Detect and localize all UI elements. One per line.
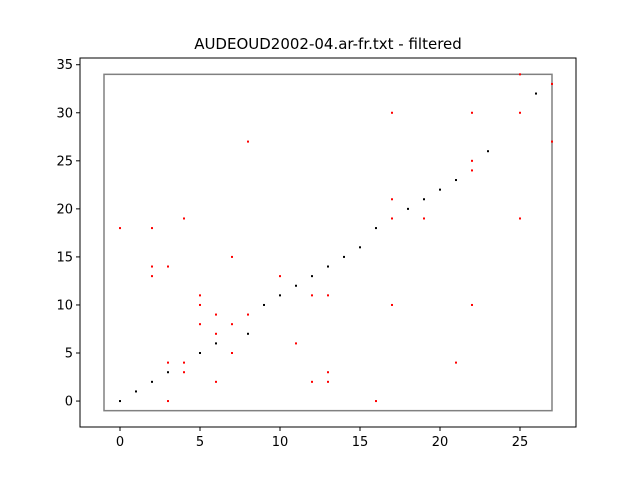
data-point xyxy=(215,332,217,335)
data-point xyxy=(215,380,217,383)
data-point xyxy=(167,400,169,403)
data-point xyxy=(231,323,233,326)
data-point xyxy=(151,265,153,268)
data-point xyxy=(375,227,377,230)
data-point xyxy=(279,294,281,297)
data-point xyxy=(199,352,201,355)
x-tick-label: 20 xyxy=(432,435,449,450)
data-point xyxy=(311,380,313,383)
y-tick-label: 25 xyxy=(56,154,73,169)
data-point xyxy=(327,380,329,383)
data-point xyxy=(359,246,361,249)
data-point xyxy=(343,255,345,258)
data-point xyxy=(423,217,425,220)
data-point xyxy=(455,179,457,182)
data-point xyxy=(295,342,297,345)
x-tick-label: 0 xyxy=(116,435,124,450)
data-point xyxy=(183,361,185,364)
data-point xyxy=(471,159,473,162)
y-tick-label: 10 xyxy=(56,298,73,313)
data-point xyxy=(407,207,409,210)
data-point xyxy=(247,140,249,143)
data-point xyxy=(215,313,217,316)
data-point xyxy=(119,400,121,403)
data-point xyxy=(327,294,329,297)
x-tick-label: 25 xyxy=(512,435,529,450)
data-point xyxy=(391,111,393,114)
y-tick-label: 15 xyxy=(56,250,73,265)
y-tick-label: 30 xyxy=(56,106,73,121)
y-tick-label: 20 xyxy=(56,202,73,217)
data-point xyxy=(167,371,169,374)
data-point xyxy=(455,361,457,364)
chart-title: AUDEOUD2002-04.ar-fr.txt - filtered xyxy=(194,35,462,53)
data-point xyxy=(151,380,153,383)
y-tick-label: 5 xyxy=(65,347,73,362)
data-point xyxy=(151,275,153,278)
data-point xyxy=(135,390,137,393)
data-point xyxy=(519,217,521,220)
data-point xyxy=(551,140,553,143)
data-point xyxy=(231,255,233,258)
data-point xyxy=(391,303,393,306)
data-point xyxy=(551,82,553,85)
data-point xyxy=(167,265,169,268)
y-axis: 0 5 10 15 20 25 30 35 xyxy=(56,58,80,410)
points-layer xyxy=(119,73,553,403)
x-tick-label: 10 xyxy=(272,435,289,450)
data-point xyxy=(183,371,185,374)
data-point xyxy=(519,111,521,114)
y-tick-label: 35 xyxy=(56,58,73,73)
data-point xyxy=(471,111,473,114)
data-point xyxy=(215,342,217,345)
data-point xyxy=(471,303,473,306)
data-point xyxy=(519,73,521,76)
data-point xyxy=(279,275,281,278)
data-point xyxy=(231,352,233,355)
data-point xyxy=(327,371,329,374)
data-point xyxy=(375,400,377,403)
data-point xyxy=(199,303,201,306)
data-point xyxy=(423,198,425,201)
data-point xyxy=(487,150,489,153)
filter-box-layer xyxy=(103,73,553,412)
data-point xyxy=(247,313,249,316)
data-point xyxy=(247,332,249,335)
data-point xyxy=(391,198,393,201)
data-point xyxy=(327,265,329,268)
filter-box xyxy=(103,73,553,412)
x-tick-label: 5 xyxy=(196,435,204,450)
data-point xyxy=(119,227,121,230)
y-tick-label: 0 xyxy=(65,395,73,410)
data-point xyxy=(151,227,153,230)
data-point xyxy=(439,188,441,191)
data-point xyxy=(311,294,313,297)
data-point xyxy=(311,275,313,278)
x-tick-label: 15 xyxy=(352,435,369,450)
data-point xyxy=(167,361,169,364)
data-point xyxy=(199,294,201,297)
plot-area-frame xyxy=(79,57,577,428)
x-axis: 0 5 10 15 20 25 xyxy=(116,427,528,450)
data-point xyxy=(391,217,393,220)
data-point xyxy=(263,303,265,306)
data-point xyxy=(471,169,473,172)
data-point xyxy=(295,284,297,287)
data-point xyxy=(199,323,201,326)
data-point xyxy=(183,217,185,220)
data-point xyxy=(535,92,537,95)
